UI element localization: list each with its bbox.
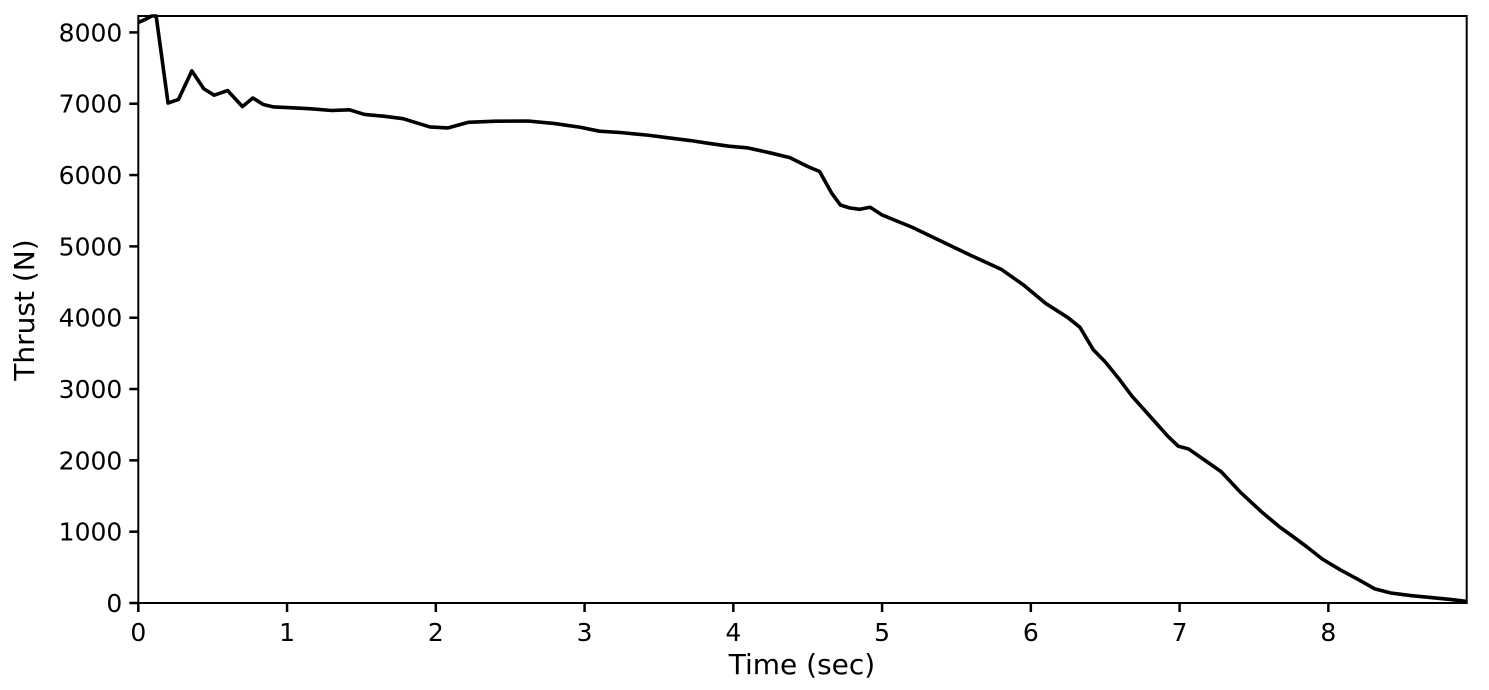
y-tick-label: 7000 bbox=[59, 90, 123, 119]
y-tick-label: 1000 bbox=[59, 518, 123, 547]
axis-ticks: 0 1 2 3 4 5 6 7 8 0 1000 2000 3000 4000 5000 6000 7000 80… bbox=[59, 18, 1337, 647]
plot-border bbox=[137, 15, 1468, 604]
x-tick-label: 1 bbox=[279, 618, 295, 647]
y-tick-label: 6000 bbox=[59, 161, 123, 190]
x-tick-label: 0 bbox=[130, 618, 146, 647]
x-tick-label: 2 bbox=[428, 618, 444, 647]
y-tick-label: 8000 bbox=[59, 18, 123, 47]
x-tick-label: 8 bbox=[1320, 618, 1336, 647]
y-axis-label: Thrust (N) bbox=[8, 239, 41, 381]
y-tick-label: 2000 bbox=[59, 446, 123, 475]
x-tick-label: 5 bbox=[874, 618, 890, 647]
y-tick-label: 5000 bbox=[59, 232, 123, 261]
x-tick-label: 3 bbox=[577, 618, 593, 647]
x-tick-label: 7 bbox=[1172, 618, 1188, 647]
y-tick-label: 3000 bbox=[59, 375, 123, 404]
y-tick-label: 4000 bbox=[59, 304, 123, 333]
x-axis-label: Time (sec) bbox=[728, 648, 875, 681]
thrust-curve-line bbox=[137, 14, 1467, 604]
x-tick-label: 6 bbox=[1023, 618, 1039, 647]
y-tick-label: 0 bbox=[106, 589, 122, 618]
x-tick-label: 4 bbox=[725, 618, 741, 647]
